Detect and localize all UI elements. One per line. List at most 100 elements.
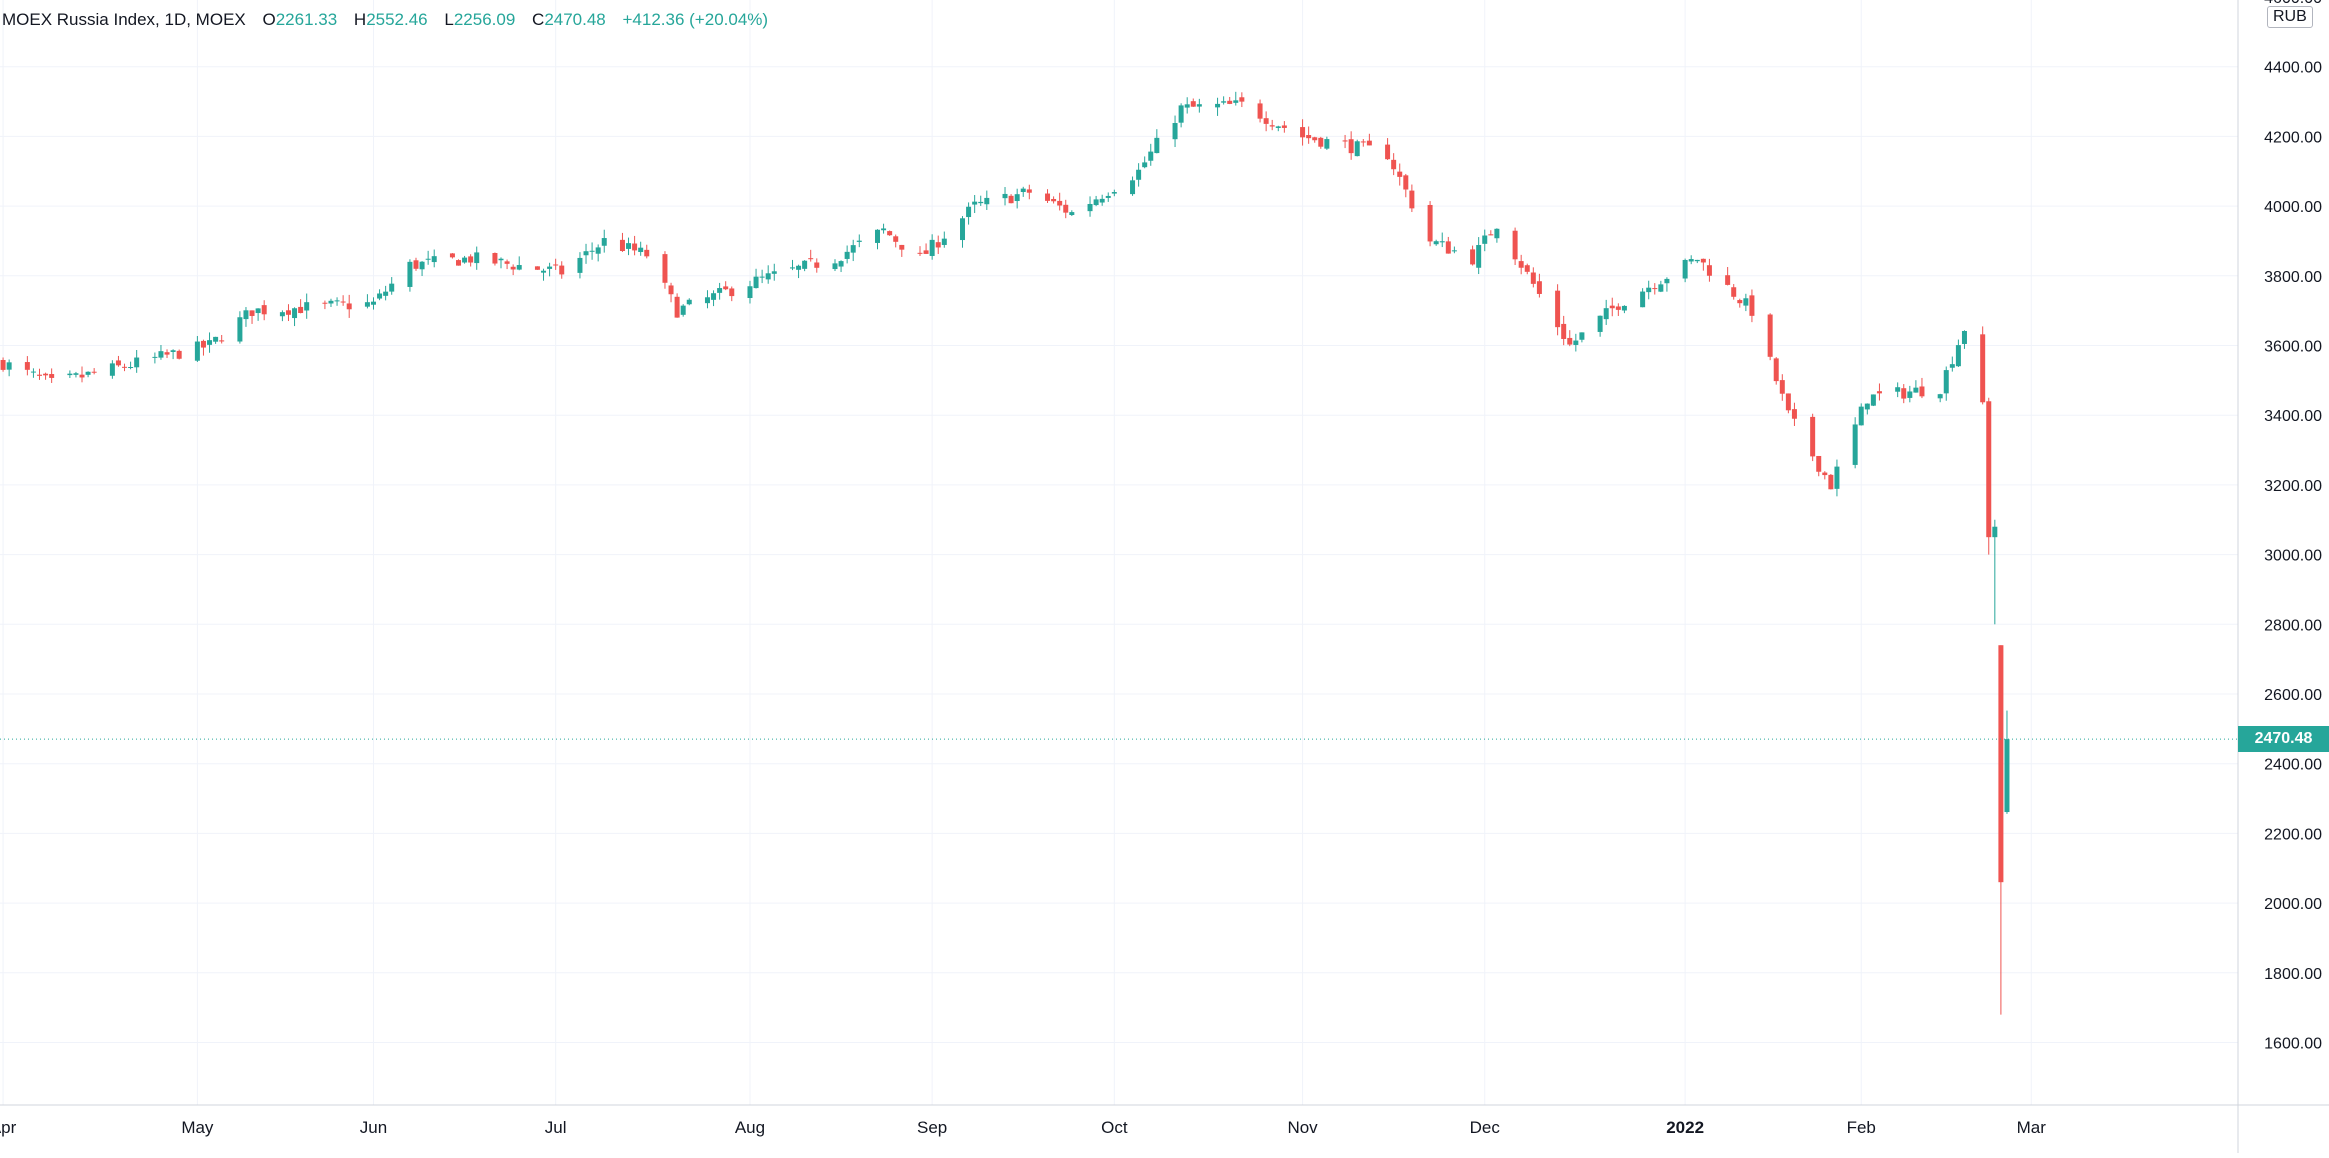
candle-body — [1439, 241, 1445, 243]
candle-body — [1536, 281, 1542, 294]
candle-body — [789, 267, 795, 269]
candle-body — [510, 266, 516, 270]
x-tick-label: May — [181, 1118, 214, 1137]
candle-body — [1063, 204, 1069, 213]
legend-low-label: L — [444, 10, 454, 29]
y-tick-label: 3600.00 — [2264, 339, 2322, 356]
candle-body — [1664, 278, 1670, 284]
candle-body — [638, 247, 644, 253]
candle-body — [1694, 259, 1700, 262]
candle-body — [589, 250, 595, 252]
candle-body — [1743, 298, 1749, 306]
candle-body — [1852, 424, 1858, 465]
candle-body — [929, 239, 935, 256]
candle-body — [838, 261, 844, 267]
candle-body — [249, 310, 255, 316]
legend-symbol: MOEX Russia Index, 1D, MOEX — [2, 10, 246, 29]
x-tick-label: Jun — [360, 1118, 387, 1137]
y-tick-label: 2400.00 — [2264, 757, 2322, 774]
candle-body — [1688, 259, 1694, 262]
candle-body — [935, 242, 941, 248]
candle-body — [1822, 472, 1828, 476]
candle-body — [1725, 275, 1731, 285]
candle-body — [370, 301, 376, 305]
candle-body — [1646, 287, 1652, 293]
candle-body — [1658, 284, 1664, 292]
candle-body — [1148, 151, 1154, 161]
x-tick-label: Oct — [1101, 1118, 1128, 1137]
candle-body — [1099, 198, 1105, 203]
candle-body — [680, 305, 686, 315]
candle-body — [802, 260, 808, 269]
candle-body — [1682, 259, 1688, 279]
candle-body — [626, 243, 632, 249]
candle-body — [1561, 323, 1567, 339]
candle-body — [1008, 195, 1014, 204]
candle-body — [899, 244, 905, 250]
y-tick-label: 2800.00 — [2264, 617, 2322, 634]
candle-body — [164, 352, 170, 355]
candle-body — [1026, 189, 1032, 193]
candle-body — [492, 253, 498, 264]
candle-body — [1269, 125, 1275, 127]
candle-body — [1488, 234, 1494, 236]
candle-body — [1233, 100, 1239, 103]
candle-body — [881, 228, 887, 231]
candle-body — [285, 310, 291, 315]
currency-badge[interactable]: RUB — [2267, 6, 2313, 28]
candle-body — [122, 366, 128, 368]
candle-body — [1403, 175, 1409, 190]
y-tick-label: 4200.00 — [2264, 129, 2322, 146]
candle-body — [723, 286, 729, 290]
candle-body — [1913, 387, 1919, 393]
x-tick-label: Nov — [1287, 1118, 1318, 1137]
candle-body — [498, 258, 504, 261]
candle-body — [449, 253, 455, 258]
candle-body — [49, 374, 55, 378]
y-tick-label: 4400.00 — [2264, 60, 2322, 77]
candle-body — [377, 293, 383, 299]
candle-body — [972, 201, 978, 205]
candle-body — [261, 305, 267, 315]
candle-body — [304, 302, 310, 311]
candle-body — [200, 340, 206, 348]
candle-body — [322, 302, 328, 304]
candle-body — [1397, 171, 1403, 177]
candle-body — [559, 265, 565, 275]
candle-body — [474, 252, 480, 264]
candle-body — [1943, 370, 1949, 394]
candle-body — [1051, 198, 1057, 202]
candle-body — [978, 201, 984, 204]
x-tick-label: 2022 — [1666, 1118, 1704, 1137]
candle-body — [917, 252, 923, 254]
y-tick-label: 3000.00 — [2264, 548, 2322, 565]
candle-body — [577, 257, 583, 273]
candle-body — [668, 285, 674, 295]
candle-body — [1949, 364, 1955, 368]
candle-body — [1573, 340, 1579, 345]
candle-body — [1093, 199, 1099, 206]
candle-body — [850, 245, 856, 253]
candle-body — [662, 254, 668, 283]
candle-body — [753, 276, 759, 289]
candle-body — [207, 340, 213, 345]
candle-body — [407, 261, 413, 287]
candle-body — [1785, 393, 1791, 411]
candle-body — [43, 373, 49, 376]
candle-body — [1603, 308, 1609, 320]
legend-high-label: H — [353, 10, 367, 29]
legend-change: +412.36 (+20.04%) — [622, 10, 769, 29]
candle-body — [1810, 416, 1816, 457]
candle-body — [364, 302, 370, 307]
candle-body — [389, 283, 395, 292]
legend-open-label: O — [262, 10, 276, 29]
candle-body — [1300, 127, 1306, 138]
candle-body — [1700, 258, 1706, 263]
candle-body — [91, 371, 97, 373]
candle-body — [1816, 455, 1822, 472]
candle-body — [504, 261, 510, 264]
candle-body — [1445, 241, 1451, 254]
